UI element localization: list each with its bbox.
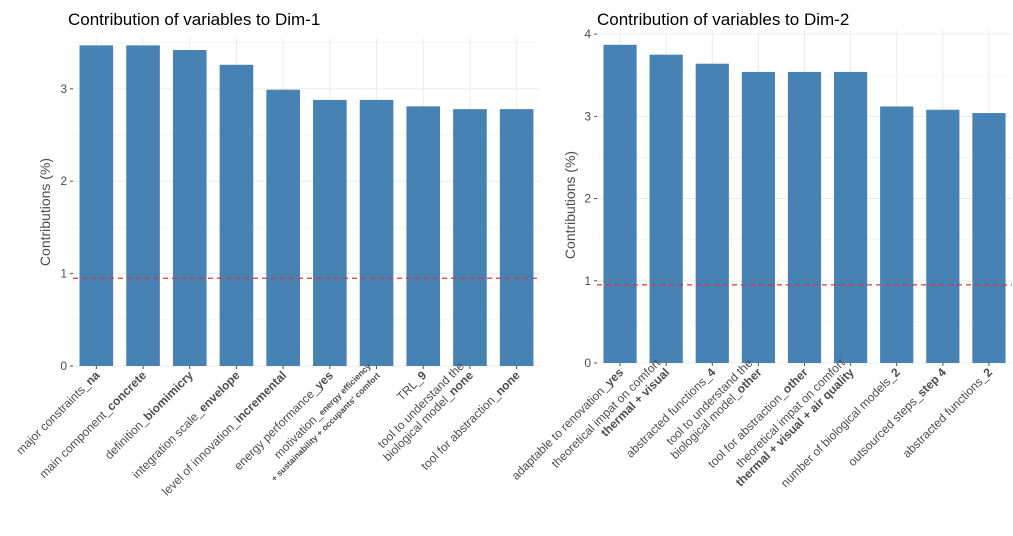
bar: [787, 71, 822, 363]
x-tick-label: definition_biomimicry: [102, 368, 196, 462]
bar: [926, 109, 960, 363]
y-tick-label: 1: [60, 267, 67, 281]
y-tick-label: 2: [584, 192, 591, 206]
y-tick-label: 0: [60, 359, 67, 373]
y-tick-label: 3: [60, 82, 67, 96]
y-axis-label: Contributions (%): [37, 158, 53, 266]
bar: [359, 99, 394, 366]
x-tick-label: major constraints_na: [13, 368, 102, 457]
chart-dim-1: Contribution of variables to Dim-1 Contr…: [13, 10, 540, 498]
bar: [834, 71, 868, 363]
chart-title: Contribution of variables to Dim-2: [597, 10, 849, 29]
chart-title: Contribution of variables to Dim-1: [68, 10, 320, 29]
bar: [695, 63, 729, 363]
bar: [603, 44, 637, 364]
x-tick-label: abstracted functions_2: [900, 365, 996, 461]
chart-dim-2: Contribution of variables to Dim-2 Contr…: [509, 10, 1012, 490]
bar: [453, 109, 487, 366]
bar: [126, 45, 160, 367]
y-tick-label: 0: [584, 356, 591, 370]
bar: [219, 64, 254, 366]
bar: [266, 89, 300, 366]
y-tick-label: 1: [584, 274, 591, 288]
bar: [741, 71, 775, 363]
bar: [649, 54, 683, 364]
bar: [406, 106, 441, 367]
y-tick-label: 2: [60, 174, 67, 188]
bar: [972, 113, 1006, 364]
bar: [79, 45, 114, 367]
y-tick-label: 4: [584, 27, 591, 41]
y-axis-label: Contributions (%): [562, 151, 578, 259]
y-tick-label: 3: [584, 109, 591, 123]
bar: [172, 50, 207, 367]
bar: [313, 99, 347, 366]
bar: [880, 106, 914, 363]
bar: [499, 109, 534, 366]
